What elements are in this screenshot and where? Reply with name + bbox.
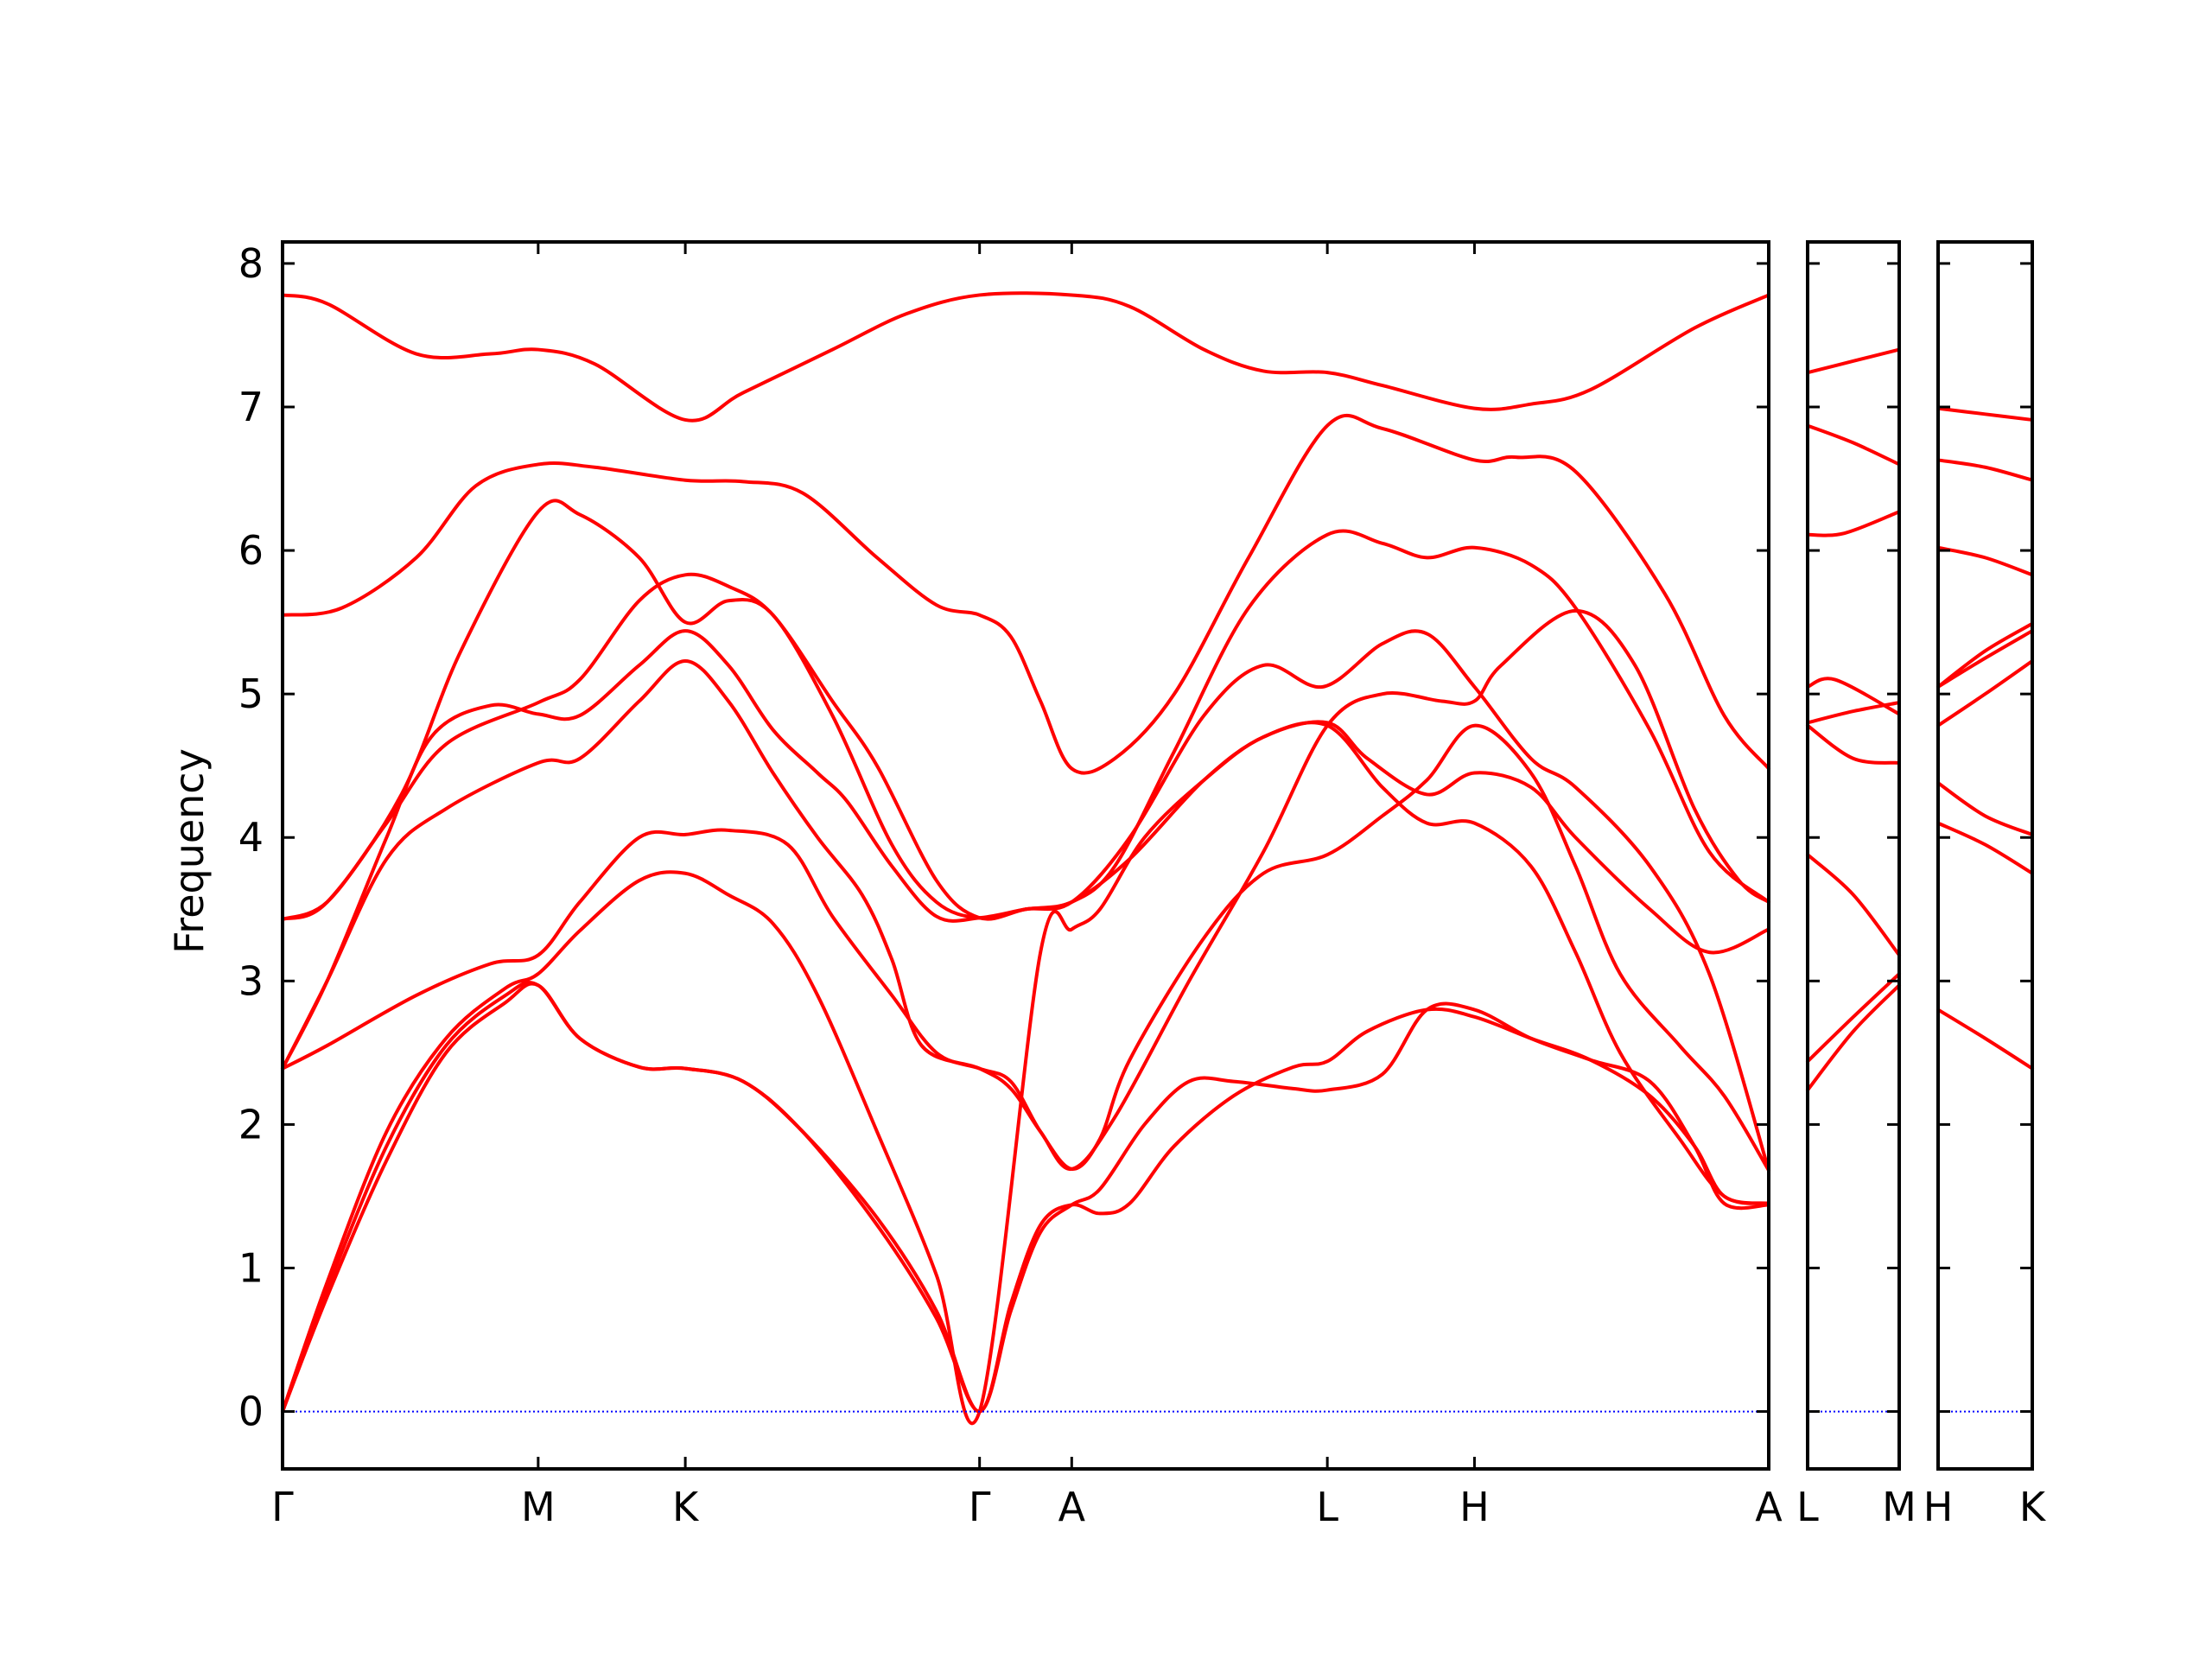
phonon-band-1-7	[281, 723, 1770, 1173]
y-tick-label: 5	[238, 671, 264, 717]
x-tick-label: A	[1058, 1484, 1086, 1530]
y-tick-label: 4	[238, 814, 264, 861]
phonon-band-1-10	[281, 982, 1770, 1414]
y-tick-label: 1	[238, 1244, 264, 1291]
phonon-band-2-6	[1806, 723, 1901, 765]
x-tick-label: K	[672, 1484, 700, 1530]
phonon-band-2-7	[1806, 853, 1901, 957]
phonon-band-1-3	[281, 499, 1770, 921]
phonon-band-2-8	[1806, 972, 1901, 1064]
panel-frame-3	[1936, 240, 2034, 1471]
y-tick-label: 7	[238, 384, 264, 430]
y-tick-label: 3	[238, 957, 264, 1004]
x-tick-label: M	[1882, 1484, 1916, 1530]
x-tick-label: Γ	[271, 1484, 294, 1530]
phonon-band-3-9	[1936, 1007, 2034, 1071]
y-tick-label: 6	[238, 527, 264, 574]
x-tick-label: L	[1316, 1484, 1338, 1530]
phonon-band-1-2	[281, 414, 1770, 775]
x-tick-label: Γ	[969, 1484, 991, 1530]
x-tick-label: A	[1755, 1484, 1783, 1530]
phonon-band-2-1	[1806, 347, 1901, 375]
panel-frame-2	[1806, 240, 1901, 1471]
phonon-band-2-5	[1806, 701, 1901, 725]
phonon-band-1-9	[281, 980, 1770, 1414]
y-axis-label: Frequency	[166, 748, 213, 954]
phonon-band-2-3	[1806, 510, 1901, 537]
x-tick-label: H	[1459, 1484, 1490, 1530]
phonon-band-1-5	[281, 629, 1770, 1173]
phonon-band-3-3	[1936, 545, 2034, 577]
panel-frames	[281, 240, 2034, 1471]
phonon-band-3-2	[1936, 458, 2034, 482]
phonon-band-1-8	[281, 721, 1770, 1426]
y-tick-label: 8	[238, 240, 264, 287]
phonon-band-1-4	[281, 572, 1770, 955]
x-tick-label: M	[521, 1484, 556, 1530]
phonon-band-3-5	[1936, 629, 2034, 689]
phonon-band-3-6	[1936, 658, 2034, 728]
phonon-band-3-1	[1936, 406, 2034, 422]
phonon-band-3-7	[1936, 781, 2034, 836]
phonon-band-1-1	[281, 291, 1770, 423]
phonon-band-2-2	[1806, 423, 1901, 467]
phonon-band-2-9	[1806, 983, 1901, 1092]
y-tick-label: 0	[238, 1389, 264, 1435]
x-tick-label: L	[1796, 1484, 1819, 1530]
panel-frame-1	[281, 240, 1770, 1471]
x-tick-label: H	[1923, 1484, 1954, 1530]
phonon-band-3-8	[1936, 821, 2034, 875]
y-tick-label: 2	[238, 1101, 264, 1147]
phonon-band-2-4	[1806, 677, 1901, 716]
phonon-band-1-6	[281, 608, 1770, 1171]
x-tick-label: K	[2019, 1484, 2047, 1530]
bands-layer	[281, 291, 2034, 1426]
